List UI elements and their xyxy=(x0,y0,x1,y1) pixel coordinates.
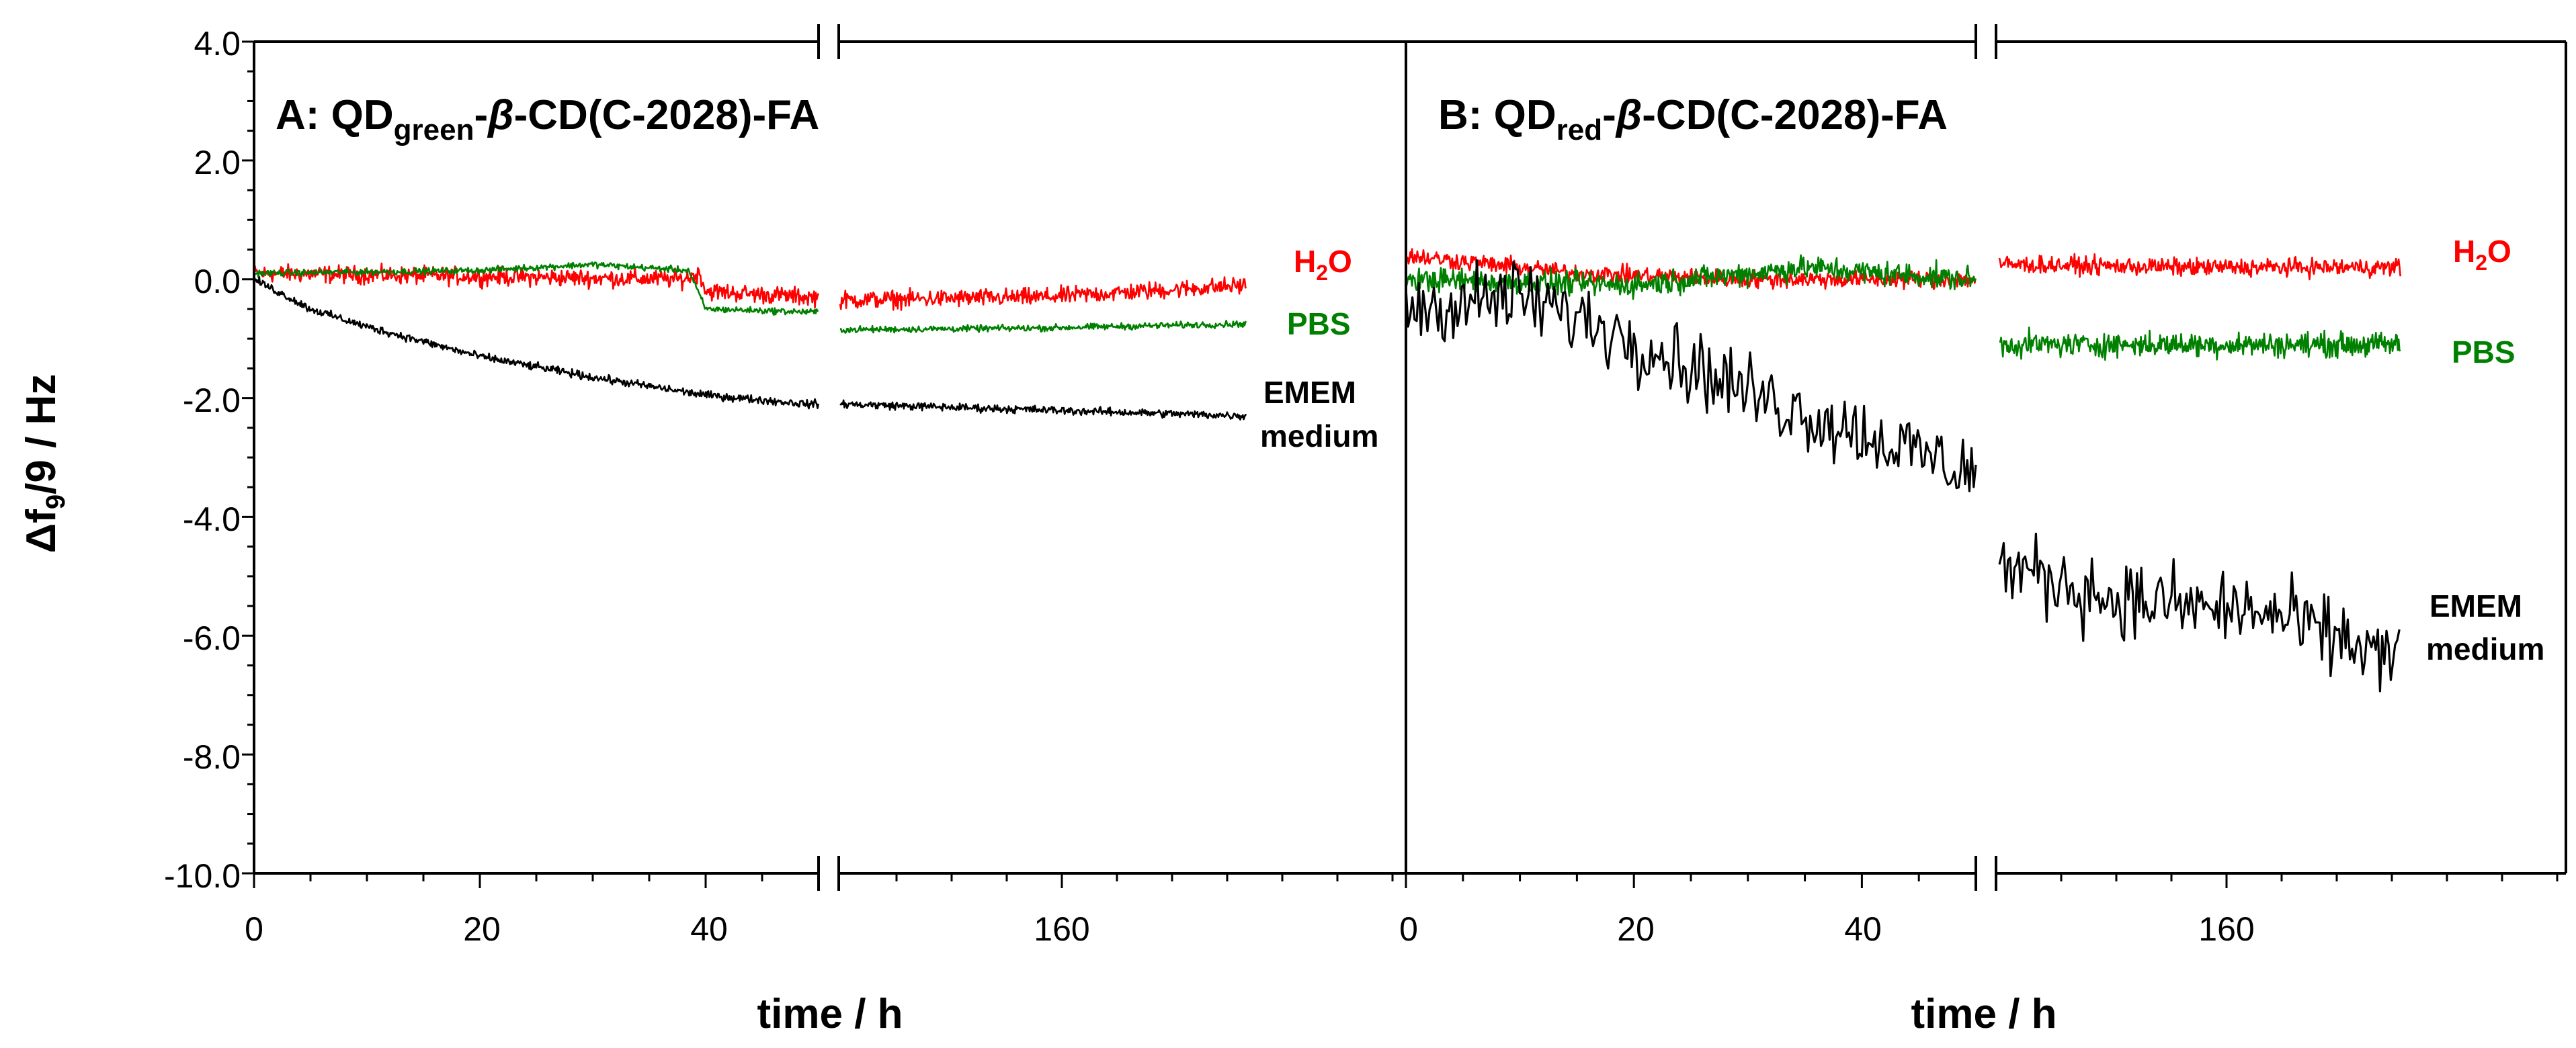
panel-a-title: A: QDgreen-β-CD(C-2028)-FA xyxy=(276,92,819,146)
y-tick-label: 4.0 xyxy=(194,25,241,62)
panel-b-title-rest: -CD(C-2028)-FA xyxy=(1642,92,1948,138)
x-tick-label: 40 xyxy=(690,910,728,948)
y-tick-label: 0.0 xyxy=(194,263,241,300)
panel-a-label-emem-1: EMEM xyxy=(1263,375,1356,410)
label-h2o-main: H xyxy=(1294,244,1316,279)
panel-a-title-prefix: A: QD xyxy=(276,92,394,138)
series-trace-h2o xyxy=(253,262,1247,311)
panel-a-label-h2o: H2O xyxy=(1294,244,1352,285)
label-h2o-end: O xyxy=(1328,244,1352,279)
series-trace-emem-medium xyxy=(253,276,1247,421)
x-tick-label: 40 xyxy=(1844,910,1882,948)
x-tick-label: 160 xyxy=(1034,910,1089,948)
series-trace-pbs xyxy=(253,261,1247,334)
y-axis-title-main: Δf xyxy=(18,509,65,554)
data-traces xyxy=(253,248,2401,693)
y-tick-label: -4.0 xyxy=(183,500,241,538)
y-tick-label: 2.0 xyxy=(194,144,241,181)
label-h2o-sub: 2 xyxy=(1316,261,1328,285)
panel-b-label-emem-2: medium xyxy=(2426,631,2544,666)
y-axis-title-sub: 9 xyxy=(41,494,71,509)
series-trace-emem-medium xyxy=(1405,259,2401,693)
x-axis-title-a: time / h xyxy=(757,991,903,1037)
label-h2o-main: H xyxy=(2453,234,2475,269)
panel-b-label-h2o: H2O xyxy=(2453,234,2511,275)
y-tick-label: -2.0 xyxy=(183,382,241,419)
y-axis-title-rest: /9 / Hz xyxy=(18,374,65,494)
panel-b-title: B: QDred-β-CD(C-2028)-FA xyxy=(1438,92,1948,146)
panel-a-title-beta: β xyxy=(487,92,513,138)
plot-frame xyxy=(242,24,2567,891)
panel-b-label-emem-1: EMEM xyxy=(2429,588,2522,623)
panel-b-title-dash: - xyxy=(1602,92,1616,138)
panel-a-label-pbs: PBS xyxy=(1287,306,1351,341)
x-tick-labels: 0 20 40 160 0 20 40 160 xyxy=(245,910,2255,948)
y-tick-labels: 4.0 2.0 0.0 -2.0 -4.0 -6.0 -8.0 -10.0 xyxy=(164,25,241,895)
panel-a-title-dash: - xyxy=(474,92,488,138)
panel-b-title-sub: red xyxy=(1556,114,1602,146)
panel-b-title-beta: β xyxy=(1615,92,1642,138)
label-h2o-sub: 2 xyxy=(2475,251,2487,275)
panel-b-title-prefix: B: QD xyxy=(1438,92,1556,138)
x-tick-label: 20 xyxy=(1617,910,1655,948)
x-tick-label: 0 xyxy=(245,910,263,948)
y-axis-title: Δf9/9 / Hz xyxy=(18,374,71,554)
panel-a-title-rest: -CD(C-2028)-FA xyxy=(514,92,820,138)
panel-a-label-emem-2: medium xyxy=(1260,419,1378,453)
y-tick-label: -10.0 xyxy=(164,857,241,895)
x-tick-label: 160 xyxy=(2198,910,2254,948)
y-tick-label: -6.0 xyxy=(183,619,241,657)
x-tick-label: 0 xyxy=(1399,910,1418,948)
y-tick-label: -8.0 xyxy=(183,738,241,776)
label-h2o-end: O xyxy=(2487,234,2511,269)
panel-b-label-pbs: PBS xyxy=(2452,335,2516,369)
x-axis-title-b: time / h xyxy=(1911,991,2056,1037)
x-tick-label: 20 xyxy=(463,910,501,948)
panel-a-title-sub: green xyxy=(394,114,474,146)
